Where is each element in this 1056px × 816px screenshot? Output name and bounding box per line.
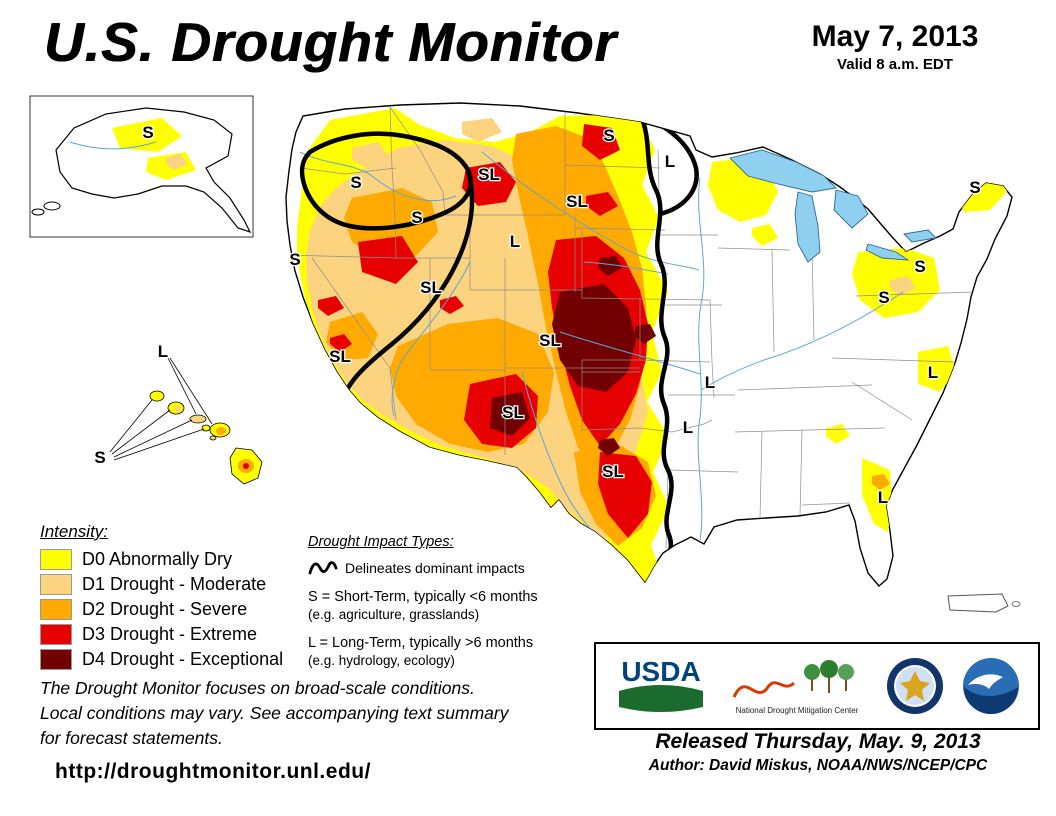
usda-wordmark: USDA (621, 656, 700, 687)
legend-label-d0: D0 Abnormally Dry (82, 549, 233, 569)
short-term-block: S = Short-Term, typically <6 months (e.g… (308, 588, 598, 623)
impact-label: S (969, 178, 980, 197)
disclaimer-text: The Drought Monitor focuses on broad-sca… (40, 676, 509, 751)
legend-swatch-d2 (40, 599, 72, 620)
drought-monitor-url[interactable]: http://droughtmonitor.unl.edu/ (55, 760, 371, 783)
short-term-line2: (e.g. agriculture, grasslands) (308, 607, 480, 622)
long-term-line2: (e.g. hydrology, ecology) (308, 653, 455, 668)
legend-label-d1: D1 Drought - Moderate (82, 574, 267, 594)
legend-label-d2: D2 Drought - Severe (82, 599, 248, 619)
release-block: Released Thursday, May. 9, 2013 Author: … (598, 730, 1038, 775)
legend-title: Intensity: (40, 522, 109, 541)
legend-row-d2: D2 Drought - Severe (40, 599, 283, 620)
impact-label: L (665, 152, 675, 171)
intensity-legend: Intensity: D0 Abnormally Dry D1 Drought … (40, 522, 283, 674)
disclaimer-line1: The Drought Monitor focuses on broad-sca… (40, 678, 475, 698)
impact-label: S (411, 208, 422, 227)
legend-row-d4: D4 Drought - Exceptional (40, 649, 283, 670)
usda-green-field (619, 685, 703, 712)
impact-label: L (683, 418, 693, 437)
impact-label: L (510, 232, 520, 251)
legend-swatch-d0 (40, 549, 72, 570)
legend-swatch-d1 (40, 574, 72, 595)
impact-label: S (878, 288, 889, 307)
impact-label: S (603, 126, 614, 145)
long-term-line1: L = Long-Term, typically >6 months (308, 635, 534, 651)
delineates-text: Delineates dominant impacts (345, 560, 525, 576)
author-credit: Author: David Miskus, NOAA/NWS/NCEP/CPC (648, 757, 988, 774)
ndmc-squiggle (732, 681, 796, 698)
impact-types-panel: Drought Impact Types: Delineates dominan… (308, 534, 598, 669)
valid-time: Valid 8 a.m. EDT (837, 56, 953, 73)
map-impact-labels: S S S SL SL S L S SL L SL SL SL SL L L S… (93, 122, 982, 509)
impact-label: L (878, 488, 888, 507)
impact-label: L (158, 342, 168, 361)
legend-label-d4: D4 Drought - Exceptional (82, 649, 284, 669)
short-term-line1: S = Short-Term, typically <6 months (308, 589, 538, 605)
impact-label: SL (329, 347, 351, 366)
legend-row-d1: D1 Drought - Moderate (40, 574, 283, 595)
state-borders (287, 106, 975, 549)
legend-row-d3: D3 Drought - Extreme (40, 624, 283, 645)
date-block: May 7, 2013 Valid 8 a.m. EDT (770, 20, 1020, 73)
impact-label: S (289, 250, 300, 269)
impact-label: SL (539, 331, 561, 350)
impact-label: SL (566, 192, 588, 211)
department-of-commerce-seal (886, 657, 944, 715)
legend-swatch-d4 (40, 649, 72, 670)
impact-label: S (142, 123, 153, 142)
ndmc-trees-icon (804, 660, 854, 693)
impact-label: SL (420, 278, 442, 297)
alaska-inset (29, 95, 254, 238)
ndmc-logo: National Drought Mitigation Center (726, 653, 868, 719)
noaa-seal (962, 657, 1020, 715)
legend-label-d3: D3 Drought - Extreme (82, 624, 258, 644)
agency-logo-box: USDA National Drought Mitigation Center (594, 642, 1040, 730)
impact-label: SL (478, 165, 500, 184)
released-date: Released Thursday, May. 9, 2013 (655, 730, 981, 753)
legend-swatch-d3 (40, 624, 72, 645)
impact-label: SL (602, 462, 624, 481)
puerto-rico-inset (947, 593, 1021, 613)
great-lakes (729, 149, 937, 263)
impact-label: S (94, 448, 105, 467)
impact-types-title: Drought Impact Types: (308, 534, 454, 550)
legend-row-d0: D0 Abnormally Dry (40, 549, 283, 570)
impact-label: L (705, 373, 715, 392)
disclaimer-line2: Local conditions may vary. See accompany… (40, 703, 509, 723)
impact-label: L (928, 363, 938, 382)
page-title: U.S. Drought Monitor (44, 11, 617, 73)
map-date: May 7, 2013 (811, 20, 979, 53)
disclaimer-line3: for forecast statements. (40, 728, 223, 748)
long-term-block: L = Long-Term, typically >6 months (e.g.… (308, 634, 598, 669)
hawaii-inset (109, 357, 213, 461)
d4-regions (490, 256, 656, 456)
delineation-squiggle-icon (308, 561, 338, 575)
ndmc-label: National Drought Mitigation Center (736, 706, 859, 715)
rivers (299, 151, 904, 579)
delineates-row: Delineates dominant impacts (308, 559, 598, 577)
impact-label: SL (502, 403, 524, 422)
impact-label: S (914, 257, 925, 276)
impact-label: S (350, 173, 361, 192)
usda-logo: USDA (614, 655, 708, 717)
